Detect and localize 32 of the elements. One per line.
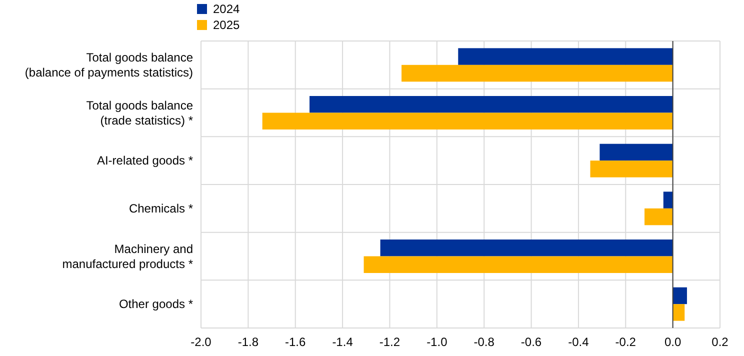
bar	[590, 160, 673, 178]
y-tick-label: Chemicals *	[128, 201, 194, 216]
bar	[600, 144, 673, 161]
x-tick-label: -1.4	[332, 335, 354, 349]
bar	[380, 240, 673, 256]
x-tick-label: -1.6	[285, 335, 306, 349]
bar	[458, 48, 673, 65]
bar	[310, 96, 673, 113]
bar	[262, 112, 673, 130]
x-tick-label: -1.2	[379, 335, 400, 349]
x-tick-label: -2.0	[190, 335, 212, 349]
bar	[672, 287, 687, 304]
bar	[672, 304, 685, 321]
y-tick-label: Other goods *	[118, 297, 194, 312]
y-tick-label: Total goods balance (balance of payments statistics)	[24, 50, 194, 80]
y-tick-label: AI-related goods *	[96, 154, 194, 168]
legend-label: 2024	[213, 2, 240, 16]
x-tick-label: -0.8	[474, 335, 495, 349]
x-tick-label: 0.0	[664, 335, 682, 349]
x-tick-label: -0.4	[568, 335, 590, 349]
legend-label: 2025	[213, 18, 240, 32]
bar	[364, 256, 673, 273]
x-tick-label: -0.2	[615, 335, 636, 349]
bar	[663, 192, 673, 208]
y-tick-label: Total goods balance (trade statistics) *	[86, 98, 194, 128]
y-tick-label: Machinery and manufactured products *	[62, 242, 194, 271]
x-tick-label: -1.8	[238, 335, 259, 349]
bar	[644, 208, 673, 226]
bar	[402, 64, 673, 82]
x-tick-label: 0.2	[712, 335, 729, 349]
x-tick-label: -0.6	[520, 335, 542, 349]
x-tick-label: -1.0	[426, 335, 448, 349]
